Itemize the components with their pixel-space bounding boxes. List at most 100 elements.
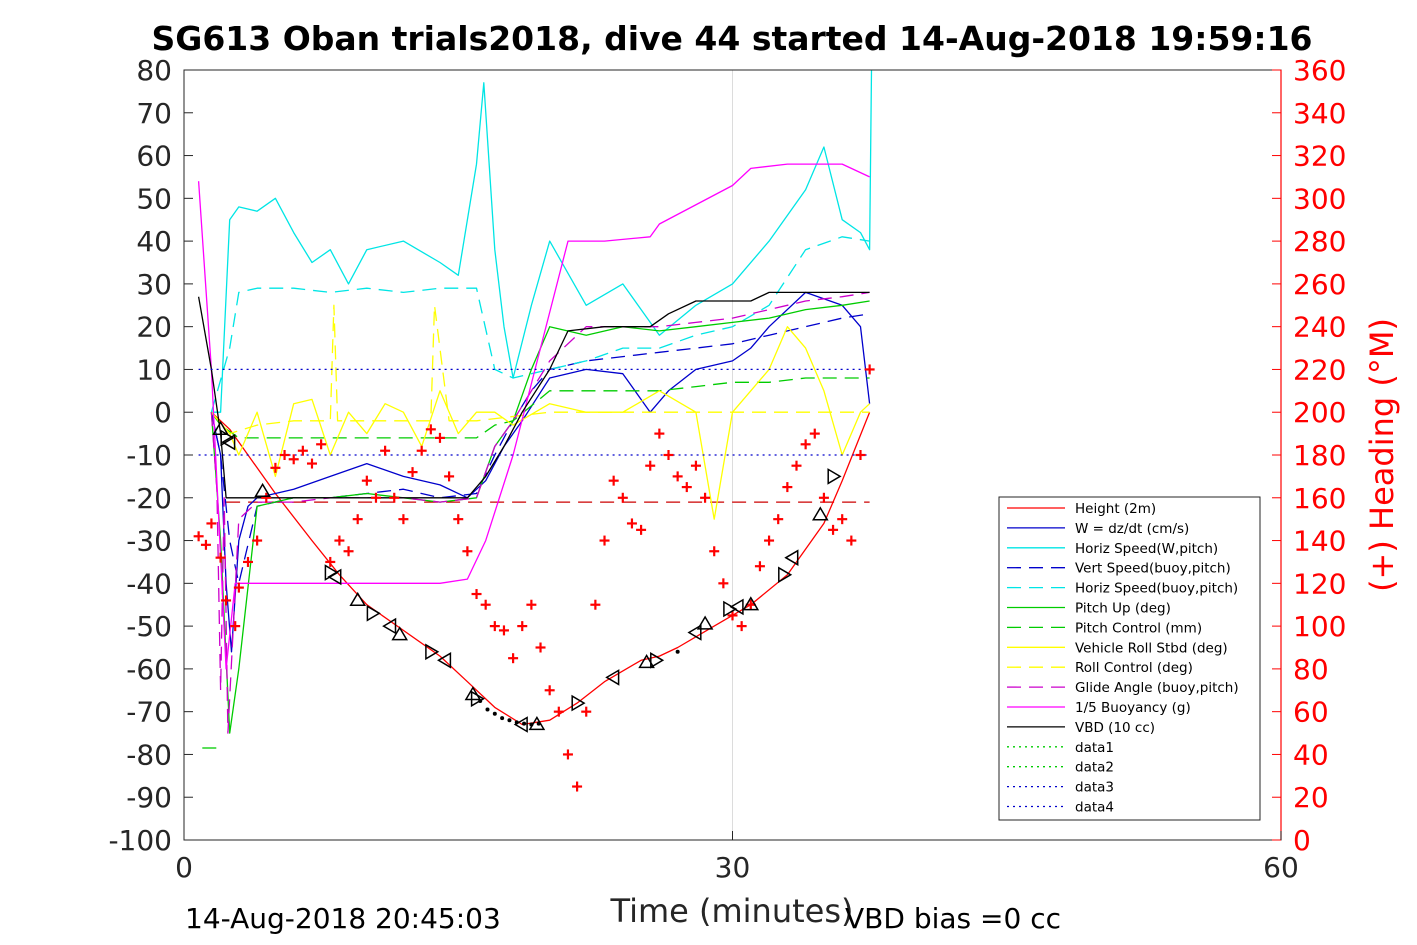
y-tick-label: -40: [126, 567, 172, 600]
legend-entry-vbd-10-cc: VBD (10 cc): [1007, 720, 1155, 736]
heading-point: [773, 514, 784, 525]
heading-point: [230, 621, 241, 632]
chart-title: SG613 Oban trials2018, dive 44 started 1…: [151, 19, 1312, 58]
y-tick-label: -90: [126, 781, 172, 814]
heading-point: [206, 518, 217, 529]
heading-point: [846, 535, 857, 546]
legend-entry-vehicle-roll-stbd-deg: Vehicle Roll Stbd (deg): [1007, 640, 1228, 656]
heading-point: [279, 450, 290, 460]
heading-point: [200, 539, 211, 550]
heading-point: [709, 546, 720, 557]
heading-point: [681, 482, 692, 493]
heading-point: [535, 642, 546, 653]
footer-timestamp: 14-Aug-2018 20:45:03: [185, 902, 501, 935]
track-dot: [522, 721, 527, 726]
legend: Height (2m) W = dz/dt (cm/s) Horiz Speed(W…: [998, 496, 1261, 821]
heading-point: [334, 535, 345, 546]
heading-point: [828, 524, 839, 535]
track-dot: [529, 722, 534, 727]
track-dot: [675, 649, 680, 654]
y-tick-label: -70: [126, 696, 172, 729]
legend-entry-1-5-buoyancy-g: 1/5 Buoyancy (g): [1007, 700, 1191, 716]
track-marker: [696, 615, 714, 630]
y-tick-label: -60: [126, 653, 172, 686]
y-tick-label: 10: [136, 353, 172, 386]
track-marker: [742, 596, 760, 611]
footer-vbd-bias: VBD bias =0 cc: [845, 902, 1061, 935]
y-tick-label: 30: [136, 268, 172, 301]
heading-point: [700, 492, 711, 503]
heading-point: [242, 556, 253, 567]
y-right-tick-label: 240: [1293, 311, 1346, 344]
heading-point: [425, 424, 436, 435]
x-tick-label: 30: [715, 851, 751, 884]
legend-label: Glide Angle (buoy,pitch): [1075, 680, 1239, 696]
legend-entry-data2: data2: [1007, 760, 1114, 776]
y-right-tick-label: 280: [1293, 225, 1346, 258]
legend-entry-horiz-speed-w-pitch: Horiz Speed(W,pitch): [1007, 541, 1218, 557]
heading-point: [572, 781, 583, 792]
heading-point: [754, 561, 765, 572]
heading-point: [489, 621, 500, 632]
y-right-tick-label: 320: [1293, 140, 1346, 173]
track-marker: [778, 566, 793, 584]
heading-point: [306, 458, 317, 469]
legend-entry-data4: data4: [1007, 800, 1114, 816]
heading-point: [508, 653, 519, 664]
track-marker: [221, 433, 236, 451]
heading-point: [672, 471, 683, 482]
heading-point: [636, 524, 647, 535]
heading-point: [837, 514, 848, 525]
track-marker: [571, 694, 586, 712]
heading-point: [215, 552, 226, 563]
track-marker: [327, 568, 342, 586]
heading-point: [818, 492, 829, 503]
legend-label: Pitch Control (mm): [1075, 620, 1202, 636]
heading-point: [288, 454, 299, 465]
heading-point: [562, 749, 573, 760]
legend-entry-data1: data1: [1007, 740, 1114, 756]
y-tick-label: -30: [126, 525, 172, 558]
y-tick-label: -80: [126, 738, 172, 771]
heading-point: [727, 610, 738, 621]
legend-label: VBD (10 cc): [1075, 720, 1155, 736]
y-right-tick-label: 80: [1293, 653, 1329, 686]
y-tick-label: 70: [136, 97, 172, 130]
heading-point: [599, 535, 610, 546]
track-marker: [254, 482, 271, 498]
y-right-tick-label: 340: [1293, 97, 1346, 130]
heading-point: [526, 599, 537, 610]
heading-point: [809, 428, 820, 439]
legend-entry-w-dz-dt-cm-s: W = dz/dt (cm/s): [1007, 521, 1189, 537]
track-marker: [605, 669, 620, 686]
y-tick-label: -50: [126, 610, 172, 643]
x-axis-label: Time (minutes): [610, 892, 854, 930]
legend-label: 1/5 Buoyancy (g): [1075, 700, 1191, 716]
legend-label: data2: [1075, 760, 1114, 776]
series-glide-angle-buoy-pitch: [210, 291, 870, 734]
legend-label: Vert Speed(buoy,pitch): [1075, 561, 1231, 577]
track-marker: [513, 716, 528, 733]
heading-point: [297, 445, 308, 456]
heading-point: [764, 535, 775, 546]
legend-box: [998, 496, 1261, 821]
heading-layer: [193, 364, 875, 792]
legend-label: Horiz Speed(buoy,pitch): [1075, 581, 1238, 597]
heading-point: [480, 599, 491, 610]
series-horiz-speed-buoy-pitch: [210, 236, 870, 413]
track-marker: [391, 626, 409, 641]
heading-point: [864, 364, 875, 375]
track-dot: [500, 716, 505, 721]
y-right-tick-label: 120: [1293, 567, 1346, 600]
y-axis-right: 3603403203002802602402202001801601401201…: [1272, 54, 1346, 857]
heading-point: [434, 432, 445, 443]
track-marker: [425, 643, 440, 661]
y-tick-label: -20: [126, 482, 172, 515]
heading-point: [416, 445, 427, 456]
heading-point: [498, 625, 509, 636]
track-marker: [464, 686, 482, 701]
legend-label: data4: [1075, 800, 1114, 816]
y-right-tick-label: 40: [1293, 738, 1329, 771]
heading-point: [407, 467, 418, 478]
